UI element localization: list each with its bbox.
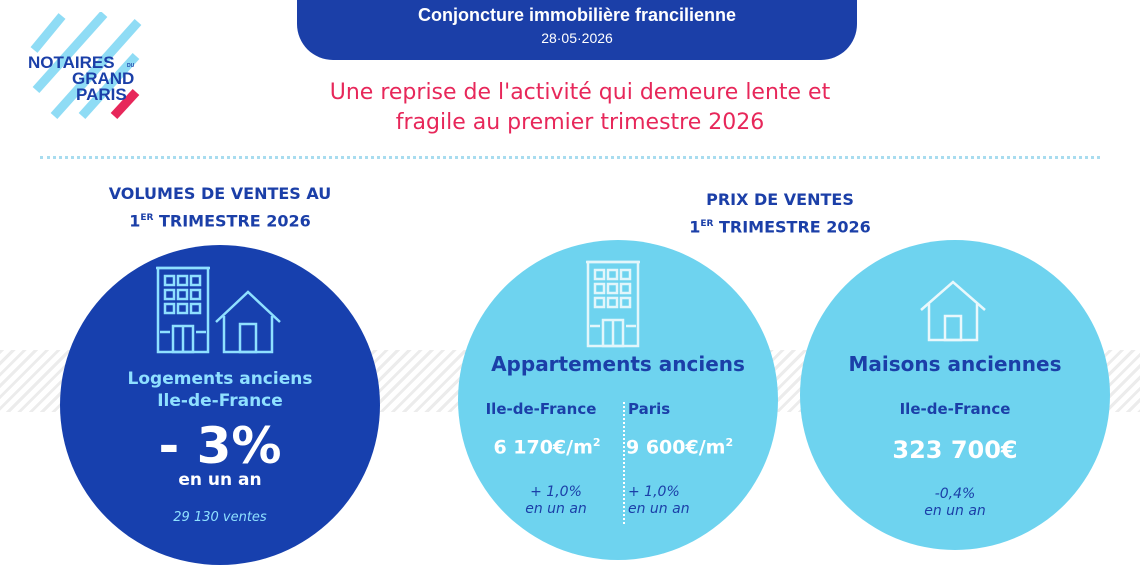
houses-title: Maisons anciennes bbox=[848, 352, 1062, 376]
logo-text-notaires: NOTAIRES bbox=[28, 53, 115, 72]
houses-change-value: -0,4% bbox=[934, 486, 976, 502]
apartment-building-icon bbox=[156, 266, 281, 354]
volumes-heading-line-2: 1ER TRIMESTRE 2026 bbox=[129, 211, 311, 231]
apartments-paris-change: + 1,0% en un an bbox=[628, 484, 708, 518]
volumes-label: Logements anciens Ile-de-France bbox=[90, 368, 350, 412]
houses-change-period: en un an bbox=[924, 503, 986, 519]
apartments-idf-change-value: + 1,0% bbox=[530, 484, 582, 500]
apartments-paris-price: 9 600€/m2 bbox=[626, 436, 734, 459]
house-icon bbox=[215, 290, 281, 354]
apartments-idf-price: 6 170€/m2 bbox=[493, 436, 601, 459]
headline: Une reprise de l'activité qui demeure le… bbox=[230, 78, 930, 138]
dotted-divider bbox=[40, 156, 1100, 159]
houses-change: -0,4% en un an bbox=[800, 486, 1110, 520]
apartments-idf-change: + 1,0% en un an bbox=[496, 484, 616, 518]
volumes-sales-count: 29 130 ventes bbox=[173, 510, 267, 525]
prices-heading-line-2: 1ER TRIMESTRE 2026 bbox=[689, 217, 871, 237]
prices-heading: PRIX DE VENTES 1ER TRIMESTRE 2026 bbox=[590, 188, 970, 239]
volumes-change-value: - 3% bbox=[158, 417, 282, 475]
banner-title: Conjoncture immobilière francilienne bbox=[417, 5, 737, 25]
logo-text-du: DU bbox=[127, 63, 135, 69]
volumes-heading: VOLUMES DE VENTES AU 1ER TRIMESTRE 2026 bbox=[50, 182, 390, 233]
apartments-paris-change-value: + 1,0% bbox=[628, 484, 680, 500]
header-banner: Conjoncture immobilière francilienne 28·… bbox=[297, 0, 857, 60]
banner-date: 28·05·2026 bbox=[541, 30, 613, 46]
apartments-paris-label: Paris bbox=[628, 400, 671, 418]
headline-line-2: fragile au premier trimestre 2026 bbox=[395, 110, 765, 135]
volumes-period: en un an bbox=[178, 470, 262, 490]
apartment-building-icon bbox=[586, 260, 640, 348]
logo-text-grand: GRAND bbox=[72, 69, 134, 88]
notaires-du-grand-paris-logo: NOTAIRES DU GRAND PARIS bbox=[28, 12, 142, 120]
house-icon bbox=[920, 280, 986, 342]
apartments-column-divider bbox=[623, 402, 625, 524]
houses-circle bbox=[800, 240, 1110, 550]
volumes-circle bbox=[60, 245, 380, 565]
apartments-idf-label: Ile-de-France bbox=[485, 400, 597, 418]
apartments-idf-change-period: en un an bbox=[525, 501, 587, 517]
prices-heading-line-1: PRIX DE VENTES bbox=[706, 190, 854, 209]
houses-price: 323 700€ bbox=[892, 436, 1018, 464]
apartments-paris-change-period: en un an bbox=[628, 501, 690, 517]
volumes-heading-line-1: VOLUMES DE VENTES AU bbox=[108, 184, 332, 203]
houses-region: Ile-de-France bbox=[899, 400, 1011, 418]
volumes-label-line-2: Ile-de-France bbox=[157, 391, 283, 411]
headline-line-1: Une reprise de l'activité qui demeure le… bbox=[329, 80, 831, 105]
logo-text-paris: PARIS bbox=[76, 85, 127, 104]
volumes-label-line-1: Logements anciens bbox=[127, 369, 313, 389]
apartments-title: Appartements anciens bbox=[491, 352, 745, 376]
